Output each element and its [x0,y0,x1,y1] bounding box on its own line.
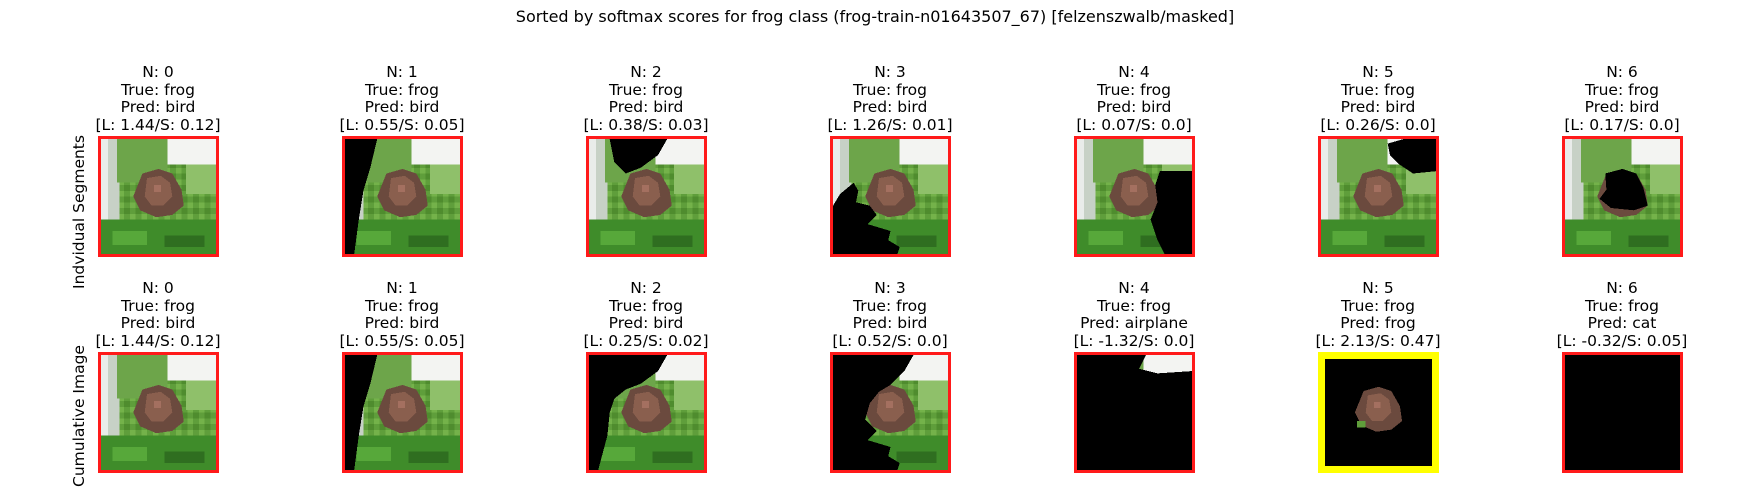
panel-index: N: 3 [874,279,906,297]
true-label: True: frog [1341,80,1415,99]
true-label: True: frog [121,296,195,315]
pred-label: Pred: cat [1587,314,1657,332]
score-label: [L: 0.55/S: 0.05] [339,115,465,134]
image-frame [97,352,219,473]
score-label: [L: 0.38/S: 0.03] [583,115,709,134]
image-panel: N: 5 True: frog Pred: bird [L: 0.26/S: 0.0] [1268,63,1488,257]
panel-index: N: 5 [1362,279,1394,297]
image-panel: N: 2 True: frog Pred: bird [L: 0.38/S: 0.03… [536,63,756,257]
mask-region [1150,171,1192,254]
image-frame [341,136,463,257]
true-label: True: frog [609,296,683,315]
pred-label: Pred: bird [120,98,196,116]
image-panel: N: 1 True: frog Pred: bird [L: 0.55/S: 0.05… [292,279,512,473]
score-label: [L: 0.25/S: 0.02] [583,331,709,350]
mask-region [609,139,667,174]
image-panel: N: 2 True: frog Pred: bird [L: 0.25/S: 0.02… [536,279,756,473]
true-label: True: frog [1341,296,1415,315]
true-label: True: frog [1097,80,1171,99]
panel-index: N: 6 [1606,63,1638,81]
mask-region [1387,139,1436,174]
true-label: True: frog [121,80,195,99]
pred-label: Pred: bird [852,314,928,332]
image-panel: N: 0 True: frog Pred: bird [L: 1.44/S: 0.12… [48,63,268,257]
true-label: True: frog [853,80,927,99]
image-panel: N: 6 True: frog Pred: cat [L: -0.32/S: 0.05… [1512,279,1732,473]
panel-index: N: 3 [874,63,906,81]
panel-index: N: 4 [1118,63,1150,81]
panel-index: N: 1 [386,279,418,297]
score-label: [L: 0.07/S: 0.0] [1076,115,1192,134]
image-panel: N: 6 True: frog Pred: bird [L: 0.17/S: 0.0] [1512,63,1732,257]
true-label: True: frog [1585,296,1659,315]
image-panel: N: 5 True: frog Pred: frog [L: 2.13/S: 0.47… [1268,279,1488,473]
image-frame [1317,136,1439,257]
mask-region [344,139,377,254]
image-panel: N: 3 True: frog Pred: bird [L: 0.52/S: 0.0] [780,279,1000,473]
image-frame [1073,352,1195,473]
panel-index: N: 2 [630,63,662,81]
true-label: True: frog [365,80,439,99]
score-label: [L: 0.17/S: 0.0] [1564,115,1680,134]
mask-region [1564,355,1680,470]
pred-label: Pred: airplane [1080,314,1188,332]
image-frame [585,352,707,473]
image-panel: N: 0 True: frog Pred: bird [L: 1.44/S: 0.12… [48,279,268,473]
mask-region [344,355,377,470]
panel-index: N: 6 [1606,279,1638,297]
image-frame [1073,136,1195,257]
pred-label: Pred: bird [364,314,440,332]
image-frame [97,136,219,257]
image-frame [585,136,707,257]
mask-region [588,355,667,470]
image-panel: N: 3 True: frog Pred: bird [L: 1.26/S: 0.01… [780,63,1000,257]
true-label: True: frog [365,296,439,315]
pred-label: Pred: bird [608,314,684,332]
score-label: [L: 0.52/S: 0.0] [832,331,948,350]
score-label: [L: 1.26/S: 0.01] [827,115,953,134]
figure-title: Sorted by softmax scores for frog class … [515,7,1235,26]
mask-region [832,182,900,254]
image-panel: N: 4 True: frog Pred: bird [L: 0.07/S: 0.0] [1024,63,1244,257]
highlighted-image-frame [1317,352,1439,473]
score-label: [L: -0.32/S: 0.05] [1556,331,1688,350]
panel-index: N: 0 [142,63,174,81]
score-label: [L: 1.44/S: 0.12] [95,115,221,134]
mask-region [1599,168,1648,211]
pred-label: Pred: bird [608,98,684,116]
image-frame [341,352,463,473]
mask-region [832,355,913,470]
true-label: True: frog [609,80,683,99]
score-label: [L: 2.13/S: 0.47] [1315,331,1441,350]
true-label: True: frog [1097,296,1171,315]
image-frame [1561,136,1683,257]
panel-index: N: 1 [386,63,418,81]
pred-label: Pred: bird [1096,98,1172,116]
image-panel: N: 4 True: frog Pred: airplane [L: -1.32/S:… [1024,279,1244,473]
true-label: True: frog [853,296,927,315]
score-label: [L: 0.55/S: 0.05] [339,331,465,350]
panel-index: N: 4 [1118,279,1150,297]
pred-label: Pred: bird [1584,98,1660,116]
image-frame [829,352,951,473]
pred-label: Pred: bird [852,98,928,116]
panel-index: N: 0 [142,279,174,297]
image-frame [1561,352,1683,473]
pred-label: Pred: frog [1340,314,1416,332]
pred-label: Pred: bird [364,98,440,116]
image-frame [829,136,951,257]
pred-label: Pred: bird [120,314,196,332]
mask-region [1076,355,1192,470]
true-label: True: frog [1585,80,1659,99]
image-panel: N: 1 True: frog Pred: bird [L: 0.55/S: 0.05… [292,63,512,257]
score-label: [L: -1.32/S: 0.0] [1073,331,1195,350]
score-label: [L: 0.26/S: 0.0] [1320,115,1436,134]
pred-label: Pred: bird [1340,98,1416,116]
panel-index: N: 2 [630,279,662,297]
panel-index: N: 5 [1362,63,1394,81]
score-label: [L: 1.44/S: 0.12] [95,331,221,350]
